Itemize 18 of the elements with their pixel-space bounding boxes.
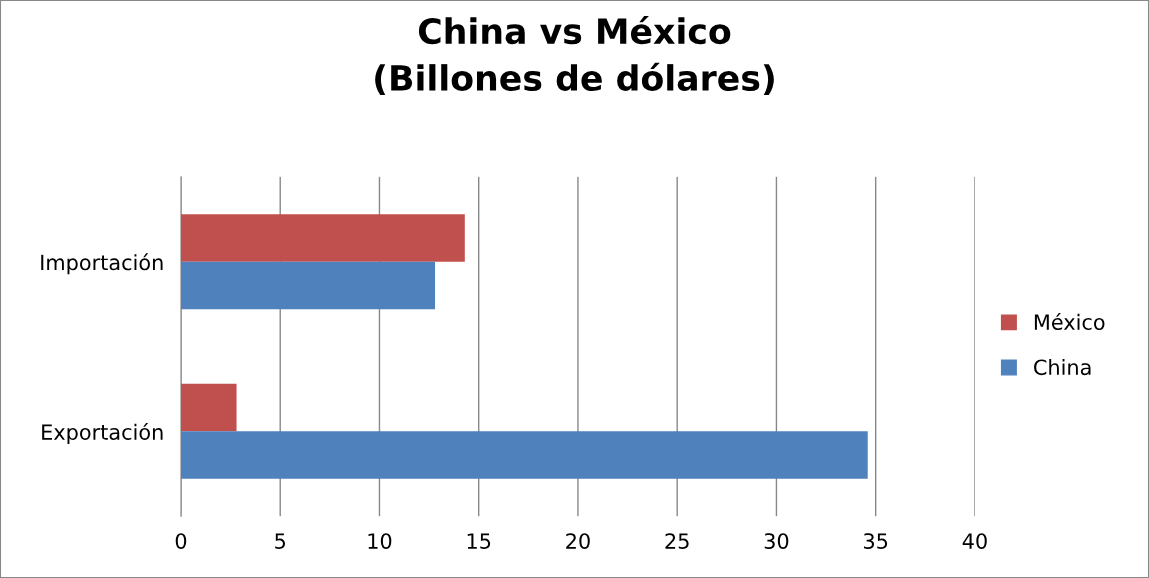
x-tick-label: 20 bbox=[566, 533, 590, 549]
bar bbox=[180, 383, 237, 432]
x-tick-label: 15 bbox=[467, 533, 491, 549]
x-tick-label: 25 bbox=[665, 533, 689, 549]
chart-title: China vs México (Billones de dólares) bbox=[375, 15, 774, 96]
x-tick-label: 0 bbox=[175, 533, 187, 549]
bar bbox=[180, 214, 465, 262]
y-tick-label: Importación bbox=[41, 253, 163, 275]
legend-label: China bbox=[1034, 359, 1091, 376]
y-tick-label: Exportación bbox=[42, 423, 163, 444]
x-tick-label: 5 bbox=[275, 533, 286, 549]
x-tick-label: 30 bbox=[764, 533, 789, 549]
x-tick-label: 35 bbox=[864, 533, 888, 549]
legend-label: México bbox=[1034, 313, 1105, 330]
bar bbox=[180, 261, 436, 310]
bar bbox=[180, 431, 868, 479]
x-tick-label: 40 bbox=[962, 533, 987, 549]
x-tick-label: 10 bbox=[368, 533, 392, 549]
